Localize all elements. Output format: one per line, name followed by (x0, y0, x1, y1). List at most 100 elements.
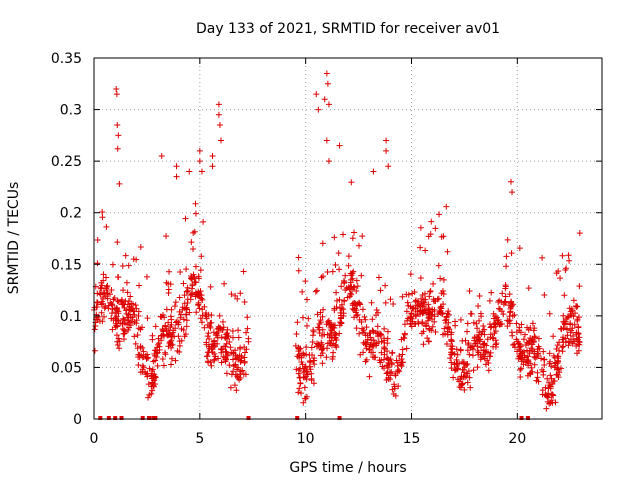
data-point (467, 384, 474, 391)
data-point (552, 399, 559, 406)
data-point (474, 333, 481, 340)
data-point (361, 313, 368, 320)
data-point (173, 173, 180, 180)
data-point (97, 284, 104, 291)
data-point (183, 317, 190, 324)
data-point (137, 326, 144, 333)
data-point (464, 361, 471, 367)
data-point (91, 304, 98, 311)
data-point (355, 242, 362, 249)
y-tick-label: 0 (73, 412, 82, 428)
data-point (109, 302, 116, 309)
data-point (353, 287, 360, 294)
data-point (381, 351, 388, 358)
data-point (440, 301, 447, 308)
data-point (324, 80, 331, 87)
data-point (503, 263, 510, 270)
data-point (540, 368, 547, 375)
data-point (424, 335, 431, 342)
zero-marker (337, 416, 342, 420)
data-point (423, 320, 430, 327)
zero-marker (106, 416, 111, 420)
data-point (323, 137, 330, 144)
data-point (237, 374, 244, 381)
data-point (166, 268, 173, 275)
data-point (425, 338, 432, 345)
data-point (105, 305, 112, 312)
data-point (318, 347, 325, 354)
data-point (109, 261, 116, 268)
data-point (388, 361, 395, 368)
data-point (485, 367, 492, 374)
data-point (228, 291, 235, 298)
data-point (354, 311, 361, 318)
data-point (337, 305, 344, 312)
data-point (435, 295, 442, 302)
y-tick-label: 0.15 (51, 257, 82, 273)
data-point (211, 337, 218, 344)
data-point (459, 337, 466, 344)
data-point (349, 270, 356, 277)
data-point (396, 368, 403, 375)
data-point (189, 290, 196, 297)
data-point (295, 351, 302, 358)
data-point (319, 360, 326, 367)
data-point (546, 400, 553, 407)
data-point (98, 309, 105, 316)
data-point (336, 322, 343, 329)
data-point (528, 337, 535, 344)
data-point (498, 308, 505, 315)
data-point (117, 320, 124, 327)
data-point (412, 313, 419, 320)
data-point (215, 101, 222, 108)
data-point (186, 309, 193, 316)
data-point (399, 359, 406, 366)
data-point (133, 256, 140, 263)
data-point (540, 356, 547, 363)
data-point (184, 284, 191, 291)
data-point (354, 283, 361, 290)
data-point (98, 285, 105, 292)
data-point (516, 344, 523, 351)
data-point (536, 345, 543, 352)
data-point (323, 70, 330, 77)
data-point (426, 293, 433, 300)
data-point (325, 101, 332, 108)
zero-marker (525, 416, 530, 420)
data-point (127, 293, 134, 300)
data-point (124, 314, 131, 321)
data-point (429, 306, 436, 313)
data-point (449, 349, 456, 356)
data-point (502, 293, 509, 300)
data-point (550, 333, 557, 340)
data-point (404, 317, 411, 324)
data-point (486, 321, 493, 328)
data-point (576, 283, 583, 290)
data-point (305, 315, 312, 322)
data-point (377, 287, 384, 294)
data-point (535, 350, 542, 357)
data-point (521, 352, 528, 359)
data-point (481, 326, 488, 333)
data-point (182, 215, 189, 222)
data-point (374, 330, 381, 337)
data-point (399, 351, 406, 358)
data-point (560, 312, 567, 319)
data-point (525, 358, 532, 365)
tick-labels: 0 5 10 15 20 0 0.05 0.1 0.15 0.2 0.25 0.3 0.35 (51, 51, 526, 447)
data-point (430, 298, 437, 305)
data-point (230, 363, 237, 370)
data-point (168, 337, 175, 344)
data-point (503, 253, 510, 260)
data-point (565, 342, 572, 349)
data-point (495, 305, 502, 312)
data-point (487, 349, 494, 356)
data-point (114, 239, 121, 246)
data-point (297, 374, 304, 381)
data-point (241, 349, 248, 356)
data-point (113, 305, 120, 312)
data-point (381, 365, 388, 372)
data-point (509, 189, 516, 196)
data-point (100, 313, 107, 320)
data-point (222, 343, 229, 350)
